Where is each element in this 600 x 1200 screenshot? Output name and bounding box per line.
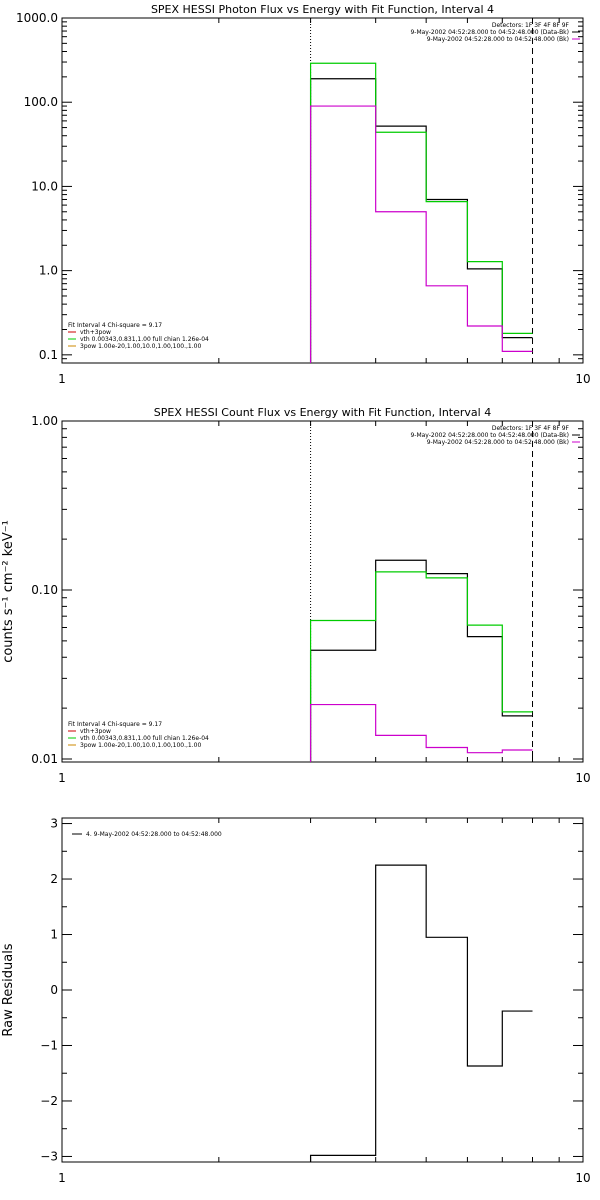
y-tick-label: 1000.0 <box>16 11 58 25</box>
y-tick-label: 0.10 <box>31 583 58 597</box>
chart-title: SPEX HESSI Photon Flux vs Energy with Fi… <box>151 3 494 16</box>
x-tick-label: 10 <box>575 372 590 386</box>
y-axis-label: counts s⁻¹ cm⁻² keV⁻¹ <box>1 520 16 663</box>
y-tick-label: 10.0 <box>31 179 58 193</box>
header-text: 9-May-2002 04:52:28.000 to 04:52:48.000 … <box>427 36 569 43</box>
chart-panel-1: SPEX HESSI Photon Flux vs Energy with Fi… <box>16 3 591 386</box>
x-tick-label: 10 <box>575 771 590 785</box>
legend-entry: 3pow 1.00e-20,1.00,10.0,1.00,100.,1.00 <box>80 742 201 749</box>
y-axis-label: Raw Residuals <box>1 943 16 1036</box>
legend-entry: vth 0.00343,0.831,1.00 full chian 1.26e-… <box>80 336 209 343</box>
x-tick-label: 1 <box>58 372 66 386</box>
series-line-1 <box>309 559 533 762</box>
series-line-2 <box>309 571 533 762</box>
y-tick-label: 0.01 <box>31 752 58 766</box>
y-tick-label: 3 <box>50 817 58 831</box>
legend-entry: 3pow 1.00e-20,1.00,10.0,1.00,100.,1.00 <box>80 343 201 350</box>
y-tick-label: −3 <box>40 1149 58 1163</box>
legend-title: Fit Interval 4 Chi-square = 9.17 <box>68 721 162 728</box>
x-tick-label: 1 <box>58 771 66 785</box>
header-text: 9-May-2002 04:52:28.000 to 04:52:48.000 … <box>427 439 569 446</box>
plot-frame <box>61 17 584 364</box>
header-text: Detectors: 1F 3F 4F 8F 9F <box>492 425 570 432</box>
plot-frame <box>61 420 584 763</box>
y-tick-label: 2 <box>50 872 58 886</box>
y-tick-label: 0 <box>50 983 58 997</box>
y-tick-label: 1 <box>50 928 58 942</box>
y-tick-label: 1.00 <box>31 414 58 428</box>
legend-title: Fit Interval 4 Chi-square = 9.17 <box>68 322 162 329</box>
y-tick-label: −2 <box>40 1094 58 1108</box>
x-tick-label: 1 <box>58 1171 66 1185</box>
y-tick-label: 1.0 <box>39 264 58 278</box>
series-line-3 <box>309 703 533 762</box>
chart-panel-2: SPEX HESSI Count Flux vs Energy with Fit… <box>1 406 591 785</box>
header-text: 9-May-2002 04:52:28.000 to 04:52:48.000 … <box>410 29 569 36</box>
legend-entry: vth+3pow <box>80 329 111 336</box>
x-tick-label: 10 <box>575 1171 590 1185</box>
chart-title: SPEX HESSI Count Flux vs Energy with Fit… <box>154 406 491 419</box>
y-tick-label: −1 <box>40 1038 58 1052</box>
legend-entry: vth 0.00343,0.831,1.00 full chian 1.26e-… <box>80 735 209 742</box>
header-text: 9-May-2002 04:52:28.000 to 04:52:48.000 … <box>410 432 569 439</box>
legend-entry: vth+3pow <box>80 728 111 735</box>
y-tick-label: 100.0 <box>24 95 58 109</box>
plot-frame <box>61 817 584 1163</box>
header-text: Detectors: 1F 3F 4F 8F 9F <box>492 22 570 29</box>
series-line-2 <box>309 62 533 363</box>
legend-entry: 4. 9-May-2002 04:52:28.000 to 04:52:48.0… <box>86 831 222 838</box>
y-tick-label: 0.1 <box>39 348 58 362</box>
series-line-1 <box>309 78 533 363</box>
series-line-1 <box>309 864 533 1162</box>
series-line-3 <box>309 105 533 363</box>
